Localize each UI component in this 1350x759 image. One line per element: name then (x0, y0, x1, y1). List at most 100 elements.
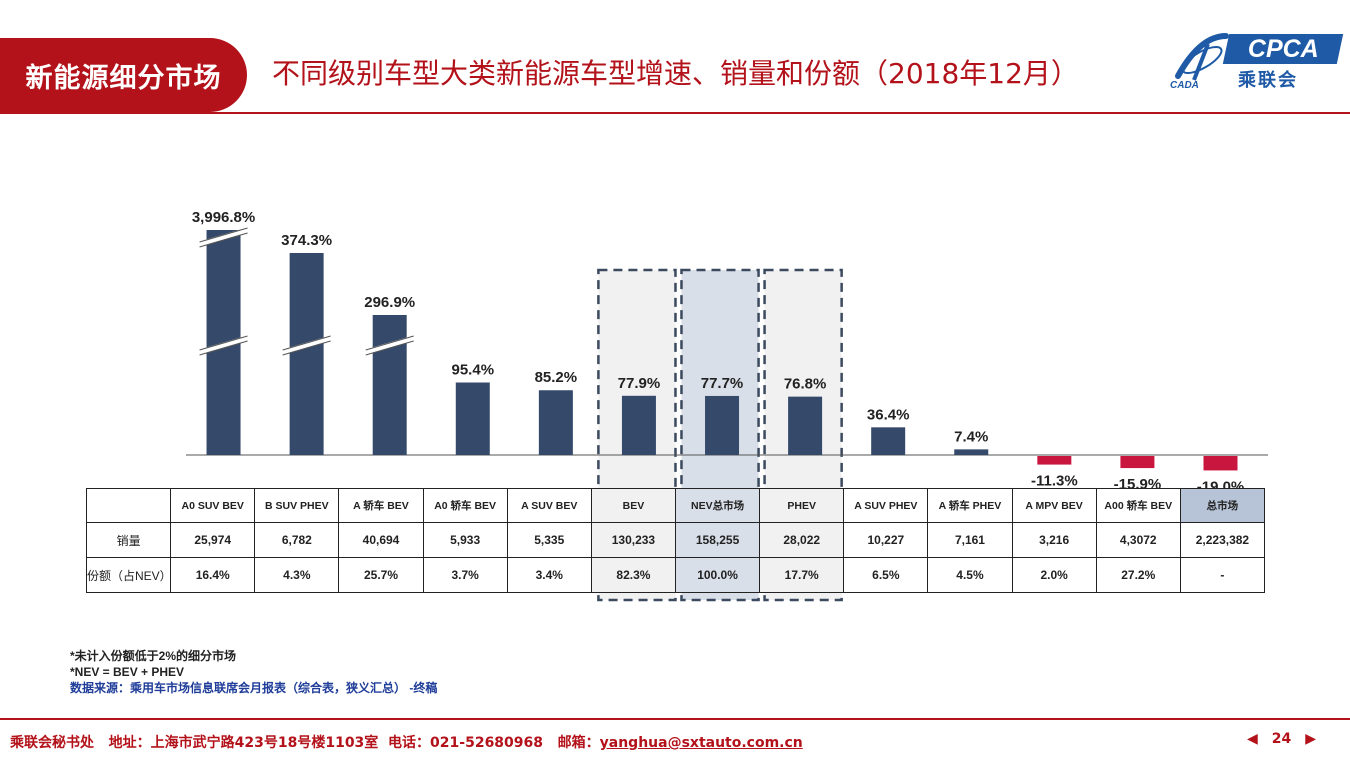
axis-break-mark (198, 335, 249, 355)
table-cell: 5,335 (506, 522, 592, 558)
data-label: 77.7% (701, 375, 744, 392)
table-header-cell: A SUV PHEV (843, 488, 929, 523)
axis-break-mark (199, 227, 248, 243)
axis-break-mark (365, 335, 415, 355)
data-label: 95.4% (452, 361, 495, 378)
table-header-cell: A MPV BEV (1011, 488, 1097, 523)
table-header-cell: A 轿车 PHEV (927, 488, 1013, 523)
page-title: 不同级别车型大类新能源车型增速、销量和份额（2018年12月） (272, 57, 1079, 90)
table-cell: 5,933 (422, 522, 508, 558)
table-header-cell: A 轿车 BEV (338, 488, 424, 523)
table-cell: 28,022 (759, 522, 845, 558)
bar (455, 382, 490, 455)
bar (954, 449, 989, 455)
axis-break-mark (199, 340, 248, 356)
table-cell: 130,233 (590, 522, 676, 558)
bar (621, 395, 656, 455)
table-cell: 2,223,382 (1179, 522, 1266, 558)
table-header-cell: A00 轿车 BEV (1095, 488, 1181, 523)
triangle-right-icon[interactable]: ▶ (1305, 731, 1316, 747)
table-header-cell: A SUV BEV (506, 488, 592, 523)
bar (1203, 456, 1238, 471)
footer-email-link[interactable]: yanghua@sxtauto.com.cn (599, 735, 803, 751)
axis-break-mark (198, 227, 249, 247)
bar (705, 395, 740, 455)
table-cell: 17.7% (759, 557, 845, 593)
table-header-cell: A0 SUV BEV (170, 488, 256, 523)
axis-break-mark (199, 232, 248, 248)
table-header-cell: B SUV PHEV (254, 488, 340, 523)
bar (538, 390, 573, 455)
table-cell: - (1179, 557, 1266, 593)
logo-mark-icon: CADA (1170, 33, 1229, 91)
header-divider (0, 112, 1350, 114)
cpca-logo: CADA CPCA 乘联会 (1168, 30, 1344, 92)
axis-break-mark (365, 340, 414, 356)
page-number: 24 (1271, 731, 1292, 747)
bar (1037, 456, 1072, 465)
table-header-cell: BEV (590, 488, 676, 523)
table-cell: 6,782 (254, 522, 340, 558)
axis-break-mark (199, 335, 248, 351)
table-cell: 25,974 (170, 522, 256, 558)
axis-break-mark (282, 335, 331, 351)
footer-address: 地址：上海市武宁路423号18号楼1103室 (108, 735, 379, 751)
data-label: 85.2% (535, 369, 578, 386)
table-header-cell: 总市场 (1179, 488, 1266, 523)
table-cell: 27.2% (1095, 557, 1181, 593)
note-threshold: *未计入份额低于2%的细分市场 (70, 649, 237, 663)
footnotes: *未计入份额低于2%的细分市场 *NEV = BEV + PHEV 数据来源：乘… (70, 648, 437, 696)
data-label: 36.4% (867, 406, 910, 423)
table-cell: 3.7% (422, 557, 508, 593)
table-header-cell: PHEV (759, 488, 845, 523)
section-tab: 新能源细分市场 (0, 38, 247, 112)
svg-text:CADA: CADA (1170, 80, 1199, 91)
table-cell: 3,216 (1011, 522, 1097, 558)
bar (871, 427, 906, 455)
table-header-cell: A0 轿车 BEV (422, 488, 508, 523)
data-table: A0 SUV BEV B SUV PHEV A 轿车 BEV A0 轿车 BEV A S… (85, 488, 1266, 593)
table-header-cell: NEV总市场 (674, 488, 761, 523)
table-cell: 158,255 (674, 522, 761, 558)
table-cell: 100.0% (674, 557, 761, 593)
note-nev-definition: *NEV = BEV + PHEV (70, 665, 185, 679)
row-label-share: 份额（占NEV） (85, 557, 172, 593)
footer-org: 乘联会秘书处 (10, 735, 94, 751)
axis-break-mark (365, 335, 414, 351)
data-label: 77.9% (618, 375, 661, 392)
table-cell: 10,227 (843, 522, 929, 558)
data-label: 296.9% (364, 294, 415, 311)
data-label: 374.3% (281, 232, 332, 249)
bar (289, 253, 324, 455)
bar (1120, 456, 1155, 469)
axis-break-mark (282, 340, 331, 356)
note-source: 数据来源：乘用车市场信息联席会月报表（综合表，狭义汇总） -终稿 (70, 681, 438, 695)
table-cell: 25.7% (338, 557, 424, 593)
data-label: 3,996.8% (192, 209, 255, 226)
triangle-left-icon[interactable]: ◀ (1246, 731, 1258, 747)
table-row-share: 份额（占NEV） 16.4% 4.3% 25.7% 3.7% 3.4% 82.3% 100.… (85, 557, 1266, 593)
table-cell: 4,3072 (1095, 522, 1181, 558)
footer-email-label: 邮箱： (557, 735, 600, 751)
table-cell: 3.4% (506, 557, 592, 593)
logo-text: CPCA (1247, 34, 1319, 63)
table-cell: 2.0% (1011, 557, 1097, 593)
footer-phone: 电话：021-52680968 (388, 735, 544, 751)
footer-divider (0, 718, 1350, 720)
page-nav: ◀ 24 ▶ (1247, 731, 1316, 747)
table-header-row: A0 SUV BEV B SUV PHEV A 轿车 BEV A0 轿车 BEV A S… (85, 488, 1266, 523)
bar (206, 230, 241, 455)
table-cell: 82.3% (590, 557, 676, 593)
footer-contact: 乘联会秘书处 地址：上海市武宁路423号18号楼1103室 电话：021-526… (10, 732, 803, 752)
table-corner-cell (85, 488, 172, 523)
bar (372, 315, 407, 455)
axis-break-mark (281, 335, 332, 355)
table-cell: 40,694 (338, 522, 424, 558)
table-cell: 4.3% (254, 557, 340, 593)
row-label-sales: 销量 (85, 522, 172, 558)
table-row-sales: 销量 25,974 6,782 40,694 5,933 5,335 130,233 158… (85, 522, 1266, 558)
table-cell: 4.5% (927, 557, 1013, 593)
data-label: 76.8% (784, 376, 827, 393)
data-label: 7.4% (954, 428, 988, 445)
bar (788, 396, 823, 455)
